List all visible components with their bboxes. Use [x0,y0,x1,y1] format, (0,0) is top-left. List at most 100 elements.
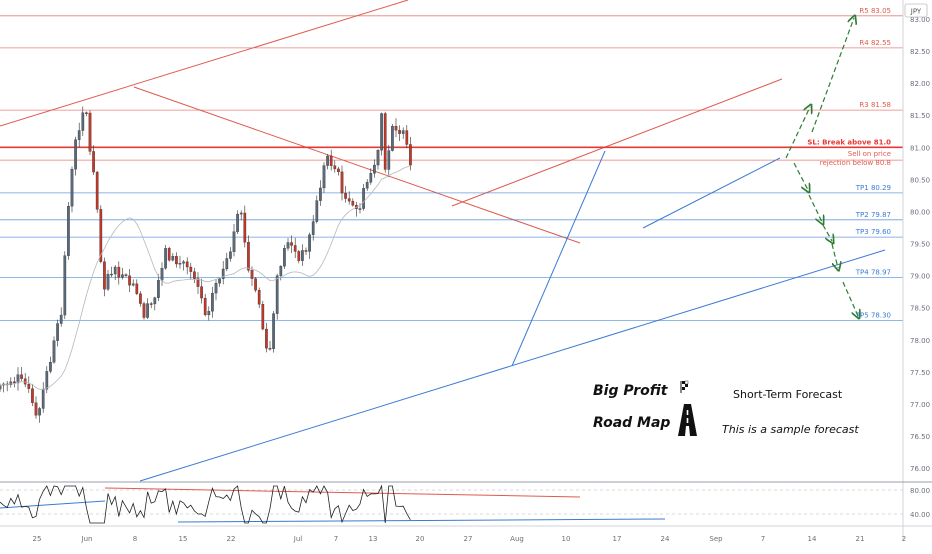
candle-body [27,383,31,389]
candle-body [254,278,257,291]
y-tick-label: 76.50 [910,433,930,441]
candle-body [167,248,171,261]
candle-body [268,348,272,350]
bearish-forecast-arrow [831,243,838,268]
road-map-annotation: Big Profit Road Map Short-Term Forecast … [593,380,859,436]
candle-body [225,258,229,270]
candle-body [232,231,236,252]
y-tick-label: 78.00 [910,337,930,345]
candle-body [304,250,308,252]
y-tick-label: 78.50 [910,305,930,313]
candle-body [297,251,301,261]
candle-body [178,263,182,265]
bearish-forecast-arrow [808,194,822,222]
candle-body [322,165,326,189]
candle-body [146,303,149,318]
candle-body [131,283,135,286]
y-tick-label: 79.00 [910,273,930,281]
candle-body [95,171,99,210]
candle-body [236,213,239,232]
candle-body [128,275,131,286]
candle-body [409,144,412,166]
candle-body [203,297,207,316]
candle-body [92,151,95,173]
moving-average-line [0,165,411,390]
candle-body [247,242,250,271]
candle-body [160,268,164,281]
candle-body [261,304,265,330]
candle-body [286,242,290,249]
y-tick-label: 80.00 [910,208,930,216]
candle-body [67,206,70,256]
x-tick-label: 10 [562,535,571,543]
candle-body [52,340,56,363]
x-tick-label: 25 [33,535,42,543]
candle-body [9,381,13,385]
candle-body [149,303,153,305]
y-tick-label: 81.50 [910,112,930,120]
resistance-trendline [0,0,409,127]
candle-body [380,113,383,151]
candle-body [387,150,391,170]
level-label: TP5 78.30 [855,312,891,320]
candle-body [333,165,337,170]
road-map-title: Road Map [593,415,670,431]
candle-body [77,130,81,140]
candle-body [358,208,362,210]
candle-body [0,385,2,390]
candle-body [34,402,38,416]
x-tick-label: 21 [856,535,865,543]
candle-body [398,130,401,134]
candle-body [351,200,355,206]
candle-body [117,266,121,278]
bearish-forecast-arrow [822,224,832,241]
candle-body [121,274,124,278]
candle-body [207,311,211,316]
y-tick-label: 76.00 [910,465,930,473]
candle-body [85,112,88,114]
support-trendline [511,150,606,367]
x-tick-label: 24 [661,535,670,543]
candle-body [38,408,41,416]
candle-body [362,188,365,209]
x-tick-label: 27 [464,535,473,543]
checkered-flag-icon [680,380,689,393]
x-tick-label: Jul [293,535,303,543]
candle-body [311,221,315,235]
candle-body [31,388,34,403]
candle-body [139,293,142,304]
x-tick-label: 7 [761,535,765,543]
x-tick-label: 14 [808,535,817,543]
candle-body [257,290,261,305]
candle-body [74,139,77,170]
candle-body [315,200,319,222]
x-tick-label: 2 [902,535,906,543]
candle-body [88,112,92,152]
candle-body [218,278,221,284]
candle-body [365,182,369,189]
candle-body [142,303,146,318]
level-label: R3 81.58 [859,101,891,109]
candle-body [99,209,103,262]
level-label: TP4 78.97 [855,269,891,277]
osc-support-trendline [0,500,106,509]
candle-body [265,328,268,349]
y-tick-label: 77.50 [910,369,930,377]
candle-body [319,187,322,201]
candle-body [23,378,27,385]
bullish-forecast-arrow [811,18,854,133]
symbol-badge[interactable]: JPY [904,3,928,18]
candle-body [124,274,128,276]
candle-body [275,275,279,314]
candle-body [59,314,63,324]
candle-body [290,242,293,246]
y-tick-label: 80.50 [910,176,930,184]
bearish-forecast-arrow [793,162,808,190]
candle-body [200,286,203,299]
level-label: TP2 79.87 [855,211,891,219]
candle-body [157,280,160,298]
x-tick-label: Sep [709,535,723,543]
candle-body [279,266,283,276]
